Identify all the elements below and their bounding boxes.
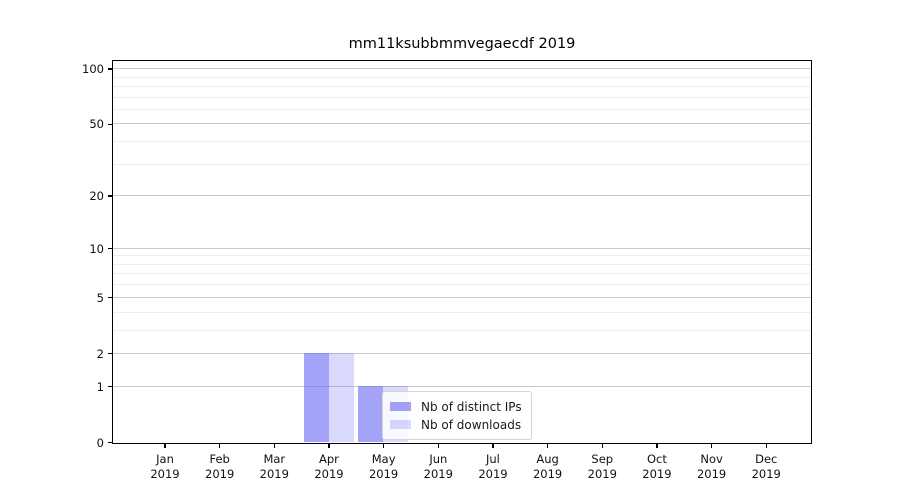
minor-gridline (113, 255, 811, 257)
bar-nb-of-distinct-ips (358, 386, 384, 443)
plot-area: Nb of distinct IPs Nb of downloads (112, 60, 812, 444)
x-tick-year: 2019 (150, 467, 180, 481)
x-tick-label: Mar 2019 (260, 452, 289, 483)
x-tick-label: Apr 2019 (314, 452, 343, 483)
x-tick-label: Dec 2019 (752, 452, 781, 483)
x-tick-month: Nov (700, 451, 723, 466)
x-tick-month: Aug (536, 451, 559, 466)
x-tick-year: 2019 (259, 467, 289, 481)
y-tick-label: 2 (96, 346, 104, 361)
x-tick-year: 2019 (314, 467, 344, 481)
chart-title: mm11ksubbmmvegaecdf 2019 (348, 36, 576, 52)
x-tick-label: Nov 2019 (697, 452, 726, 483)
grid-layer (113, 61, 811, 443)
x-tick-year: 2019 (587, 467, 617, 481)
minor-gridline (113, 284, 811, 286)
x-tick-label: Oct 2019 (642, 452, 671, 483)
y-tick-label: 10 (89, 241, 104, 256)
x-tick-year: 2019 (642, 467, 672, 481)
minor-gridline (113, 329, 811, 331)
x-tick-year: 2019 (478, 467, 508, 481)
bar-nb-of-distinct-ips (303, 353, 329, 443)
legend-row: Nb of downloads (390, 416, 522, 433)
x-tick-month: Apr (319, 451, 339, 466)
legend-label: Nb of downloads (421, 417, 522, 432)
major-gridline (113, 68, 811, 70)
minor-gridline (113, 108, 811, 110)
minor-gridline (113, 76, 811, 78)
minor-gridline (113, 86, 811, 88)
legend-label: Nb of distinct IPs (421, 399, 522, 414)
x-tick-label: Aug 2019 (533, 452, 562, 483)
y-tick-label: 5 (96, 290, 104, 305)
x-tick-label: Jun 2019 (424, 452, 453, 483)
x-tick-month: Sep (591, 451, 614, 466)
major-gridline (113, 247, 811, 249)
minor-gridline (113, 273, 811, 275)
x-tick-month: Mar (263, 451, 286, 466)
x-tick-month: Dec (755, 451, 778, 466)
major-gridline (113, 123, 811, 125)
x-tick-year: 2019 (751, 467, 781, 481)
major-gridline (113, 352, 811, 354)
x-tick-month: Jul (486, 451, 500, 466)
x-tick-year: 2019 (368, 467, 399, 481)
minor-gridline (113, 163, 811, 165)
legend-row: Nb of distinct IPs (390, 398, 522, 415)
bar-nb-of-downloads (328, 353, 354, 443)
minor-gridline (113, 311, 811, 313)
x-tick-month: Jan (156, 451, 174, 466)
y-tick-label: 50 (89, 117, 104, 132)
x-tick-year: 2019 (423, 467, 453, 481)
x-tick-month: Oct (646, 451, 667, 466)
legend: Nb of distinct IPs Nb of downloads (382, 391, 532, 440)
y-tick-label: 20 (89, 189, 104, 204)
x-tick-label: Feb 2019 (205, 452, 234, 483)
minor-gridline (113, 96, 811, 98)
x-tick-month: Feb (209, 451, 230, 466)
x-tick-month: Jun (429, 451, 448, 466)
x-tick-month: May (371, 451, 396, 466)
y-tick-label: 100 (82, 61, 104, 76)
y-tick-label: 1 (96, 379, 104, 394)
major-gridline (113, 296, 811, 298)
x-tick-label: May 2019 (369, 452, 398, 483)
x-tick-label: Jul 2019 (478, 452, 507, 483)
x-tick-label: Sep 2019 (588, 452, 617, 483)
x-tick-label: Jan 2019 (150, 452, 179, 483)
legend-swatch (390, 420, 411, 429)
major-gridline (113, 385, 811, 387)
x-tick-year: 2019 (532, 467, 563, 481)
minor-gridline (113, 141, 811, 143)
x-tick-year: 2019 (696, 467, 727, 481)
x-tick-year: 2019 (205, 467, 235, 481)
bars-layer (113, 61, 811, 443)
major-gridline (113, 195, 811, 197)
y-tick-label: 0 (96, 435, 104, 450)
minor-gridline (113, 263, 811, 265)
legend-swatch (390, 402, 411, 411)
